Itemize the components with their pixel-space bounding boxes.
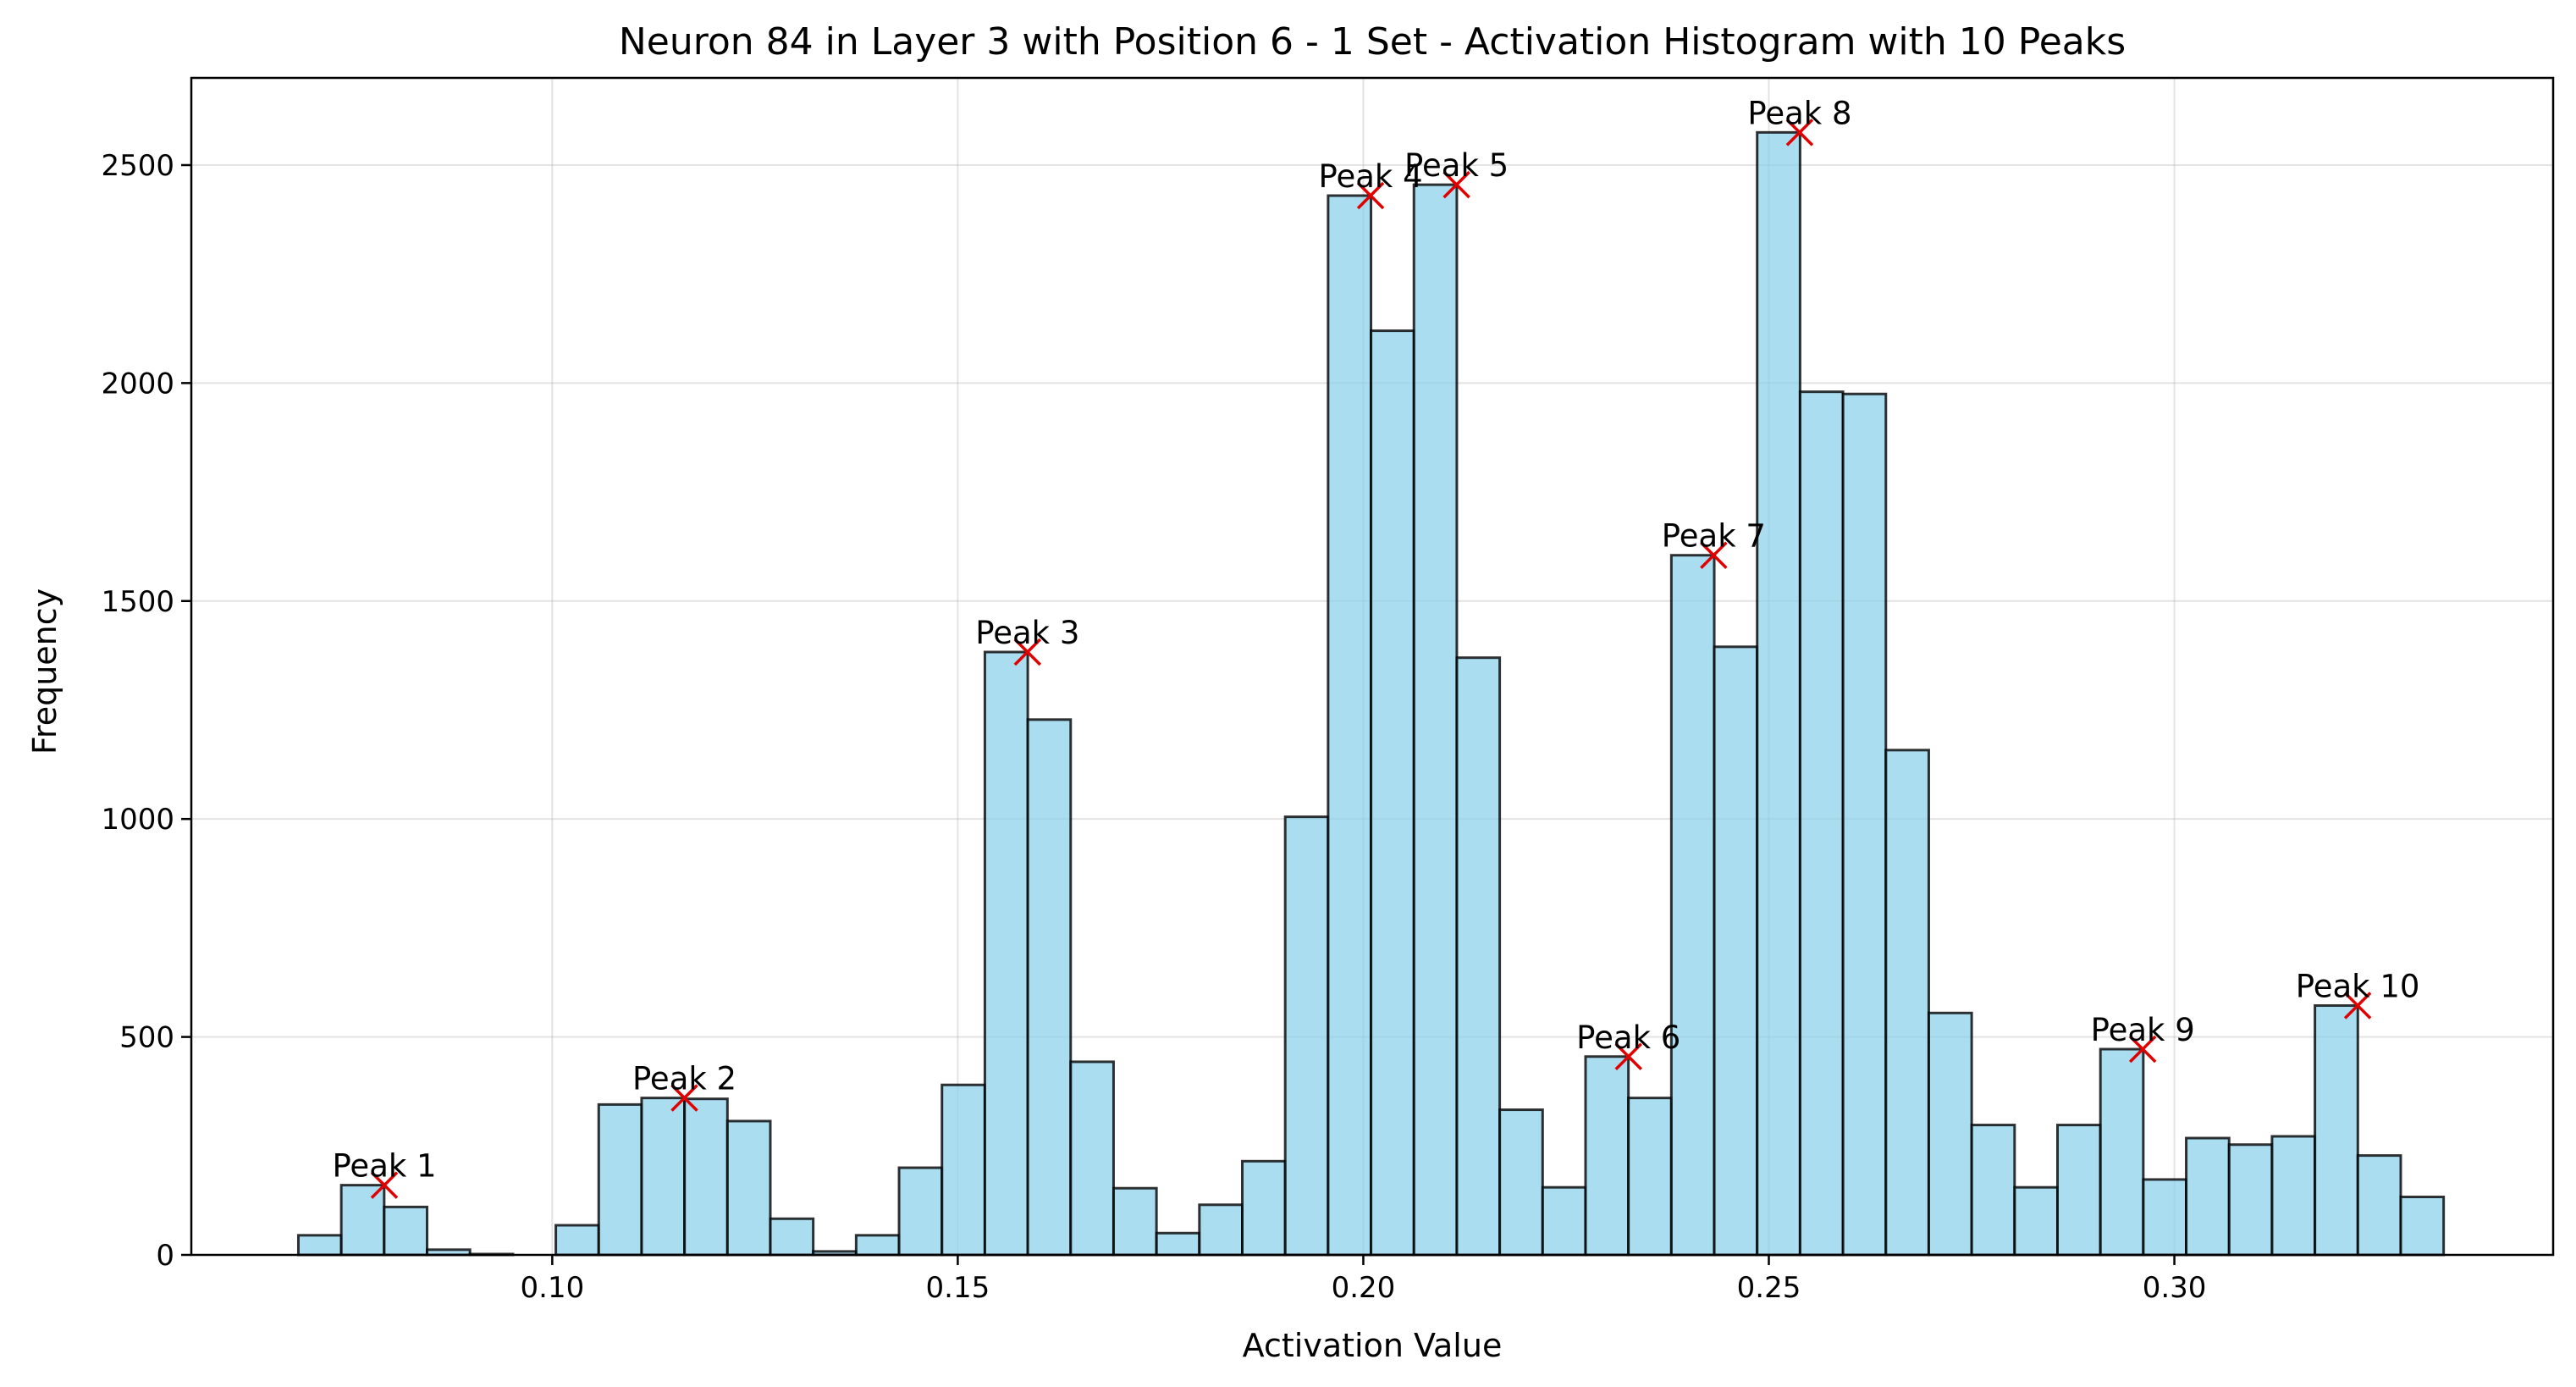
histogram-bar bbox=[1069, 1060, 1115, 1257]
histogram-bars bbox=[296, 130, 2446, 1257]
histogram-bar bbox=[1584, 1055, 1630, 1257]
histogram-bar bbox=[683, 1097, 729, 1257]
peak-label: Peak 10 bbox=[2296, 969, 2420, 1005]
peak-label: Peak 6 bbox=[1576, 1020, 1680, 1056]
histogram-bar bbox=[1841, 392, 1888, 1257]
x-tick-label: 0.15 bbox=[926, 1271, 990, 1305]
peak-marker bbox=[1013, 638, 1042, 666]
x-tick-label: 0.10 bbox=[521, 1271, 585, 1305]
histogram-bar bbox=[1455, 656, 1502, 1257]
peak-marker-stroke bbox=[670, 1084, 698, 1112]
histogram-bar bbox=[2185, 1136, 2231, 1257]
histogram-bar bbox=[383, 1205, 429, 1257]
peak-label: Peak 9 bbox=[2091, 1012, 2195, 1048]
histogram-bar bbox=[640, 1097, 687, 1257]
histogram-bar bbox=[1498, 1108, 1544, 1257]
histogram-bar bbox=[1627, 1097, 1673, 1257]
histogram-bar bbox=[1713, 645, 1759, 1257]
peak-label: Peak 5 bbox=[1404, 147, 1509, 184]
peak-marker bbox=[2343, 992, 2372, 1020]
peak-marker bbox=[2128, 1035, 2157, 1064]
chart-title: Neuron 84 in Layer 3 with Position 6 - 1… bbox=[619, 20, 2126, 64]
histogram-bar bbox=[554, 1224, 600, 1257]
histogram-bar bbox=[2013, 1185, 2060, 1257]
x-tick-label: 0.30 bbox=[2143, 1271, 2207, 1305]
peak-marker-stroke bbox=[1700, 541, 1728, 569]
histogram-bar bbox=[1927, 1011, 1973, 1257]
peak-marker bbox=[1442, 170, 1470, 199]
histogram-bar bbox=[897, 1166, 944, 1257]
peak-marker-stroke bbox=[370, 1171, 399, 1199]
histogram-bar bbox=[2056, 1124, 2102, 1257]
peak-label: Peak 4 bbox=[1318, 158, 1422, 195]
y-tick-label: 2500 bbox=[101, 149, 174, 183]
peak-label: Peak 1 bbox=[332, 1148, 436, 1185]
y-tick-label: 0 bbox=[156, 1239, 174, 1273]
peak-label: Peak 8 bbox=[1747, 95, 1851, 131]
histogram-bar bbox=[2314, 1004, 2359, 1257]
histogram-bar bbox=[1327, 194, 1373, 1257]
histogram-bar bbox=[1241, 1159, 1287, 1257]
y-axis-label: Frequency bbox=[26, 589, 63, 754]
peak-marker-stroke bbox=[2128, 1035, 2157, 1064]
histogram-bar bbox=[1756, 130, 1801, 1257]
peak-marker-stroke bbox=[1614, 1042, 1642, 1070]
peak-marker-stroke bbox=[1356, 181, 1385, 210]
histogram-bar bbox=[1155, 1231, 1201, 1257]
peak-label: Peak 2 bbox=[632, 1061, 736, 1097]
histogram-bar bbox=[1669, 554, 1716, 1257]
peak-marker bbox=[1356, 181, 1385, 210]
peak-label: Peak 7 bbox=[1662, 518, 1766, 555]
histogram-bar bbox=[597, 1102, 643, 1257]
histogram-bar bbox=[1541, 1185, 1587, 1257]
histogram-bar bbox=[769, 1217, 815, 1257]
histogram-bar bbox=[1370, 329, 1415, 1257]
y-tick-label: 2000 bbox=[101, 367, 174, 401]
histogram-bar bbox=[854, 1234, 901, 1257]
x-tick-label: 0.25 bbox=[1737, 1271, 1801, 1305]
axes: 0.10 0.15 0.20 0.25 0.30 0 500 1000 1500 2000 2500 bbox=[101, 76, 2555, 1305]
histogram-bar bbox=[1798, 390, 1845, 1257]
histogram-bar bbox=[2099, 1047, 2145, 1257]
histogram-bar bbox=[1884, 749, 1930, 1257]
peak-marker bbox=[1614, 1042, 1642, 1070]
peak-label: Peak 3 bbox=[975, 615, 1079, 651]
y-tick-label: 500 bbox=[119, 1021, 174, 1055]
histogram-bar bbox=[339, 1184, 386, 1257]
peak-marker bbox=[1700, 541, 1728, 569]
x-axis-label: Activation Value bbox=[1243, 1327, 1503, 1364]
plot-frame bbox=[190, 76, 2555, 1257]
histogram-bar bbox=[2356, 1154, 2402, 1257]
histogram-bar bbox=[1970, 1124, 2016, 1257]
peak-marker bbox=[370, 1171, 399, 1199]
histogram-bar bbox=[1111, 1186, 1158, 1257]
histogram-bar bbox=[296, 1234, 343, 1257]
histogram-bar bbox=[1412, 183, 1459, 1257]
histogram-bar bbox=[2399, 1196, 2446, 1257]
histogram-bar bbox=[2142, 1178, 2188, 1257]
peak-marker-stroke bbox=[1785, 119, 1814, 146]
peak-marker-stroke bbox=[2343, 992, 2372, 1020]
histogram-bar bbox=[940, 1083, 986, 1257]
peak-marker bbox=[670, 1084, 698, 1112]
x-tick-label: 0.20 bbox=[1332, 1271, 1396, 1305]
histogram-bar bbox=[2227, 1143, 2274, 1257]
peak-marker bbox=[1785, 119, 1814, 146]
y-tick-label: 1000 bbox=[101, 803, 174, 837]
histogram-bar bbox=[1198, 1203, 1244, 1257]
histogram-bar bbox=[725, 1119, 772, 1257]
histogram-bar bbox=[1283, 815, 1330, 1257]
peak-marker-stroke bbox=[1442, 170, 1470, 199]
histogram-bar bbox=[2270, 1135, 2317, 1257]
histogram-bar bbox=[983, 650, 1029, 1257]
y-tick-label: 1500 bbox=[101, 585, 174, 619]
peak-marker-stroke bbox=[1013, 638, 1042, 666]
histogram-bar bbox=[1026, 718, 1073, 1257]
